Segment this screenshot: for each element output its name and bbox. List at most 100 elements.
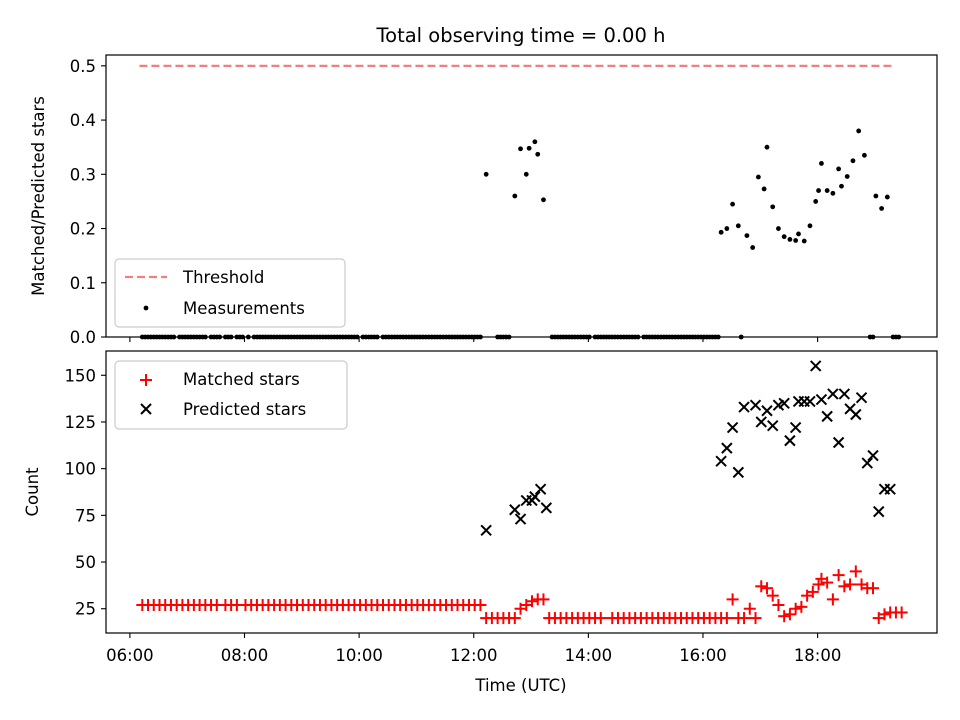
predicted-star-marker-b [827, 388, 839, 400]
predicted-star-marker [827, 388, 839, 400]
predicted-star-marker [749, 399, 762, 411]
measurement-point [884, 194, 890, 200]
measurement-point [824, 188, 830, 193]
counts-y-tick-label: 50 [75, 553, 96, 572]
matched-star-marker [766, 589, 779, 602]
x-tick-label: 12:00 [450, 646, 498, 665]
measurement-point [750, 245, 756, 250]
matched-star-marker [726, 593, 739, 606]
predicted-star-marker [838, 388, 851, 400]
ratio-y-tick-label: 0.3 [70, 165, 96, 184]
matched-star-marker [778, 610, 791, 623]
predicted-star-marker [721, 442, 733, 454]
predicted-star-marker-b [804, 395, 816, 408]
matched-star-marker [867, 582, 880, 595]
matched-star-marker [844, 578, 857, 591]
measurement-point [730, 201, 735, 207]
predicted-star-marker-b [715, 455, 727, 467]
measurement-point [761, 186, 767, 192]
measurement-point [541, 197, 546, 203]
predicted-star-marker [809, 360, 822, 372]
predicted-star-marker [767, 419, 779, 432]
predicted-star-marker-b [540, 502, 553, 514]
measurement-point [844, 174, 850, 179]
measurement-point [781, 234, 787, 240]
measurement-point [770, 204, 776, 210]
predicted-star-marker-b [761, 405, 773, 417]
matched-star-marker [878, 608, 891, 621]
measurement-point [796, 231, 801, 237]
measurement-point [535, 151, 541, 157]
predicted-star-marker-b [767, 419, 779, 432]
predicted-star-marker-b [778, 397, 790, 409]
counts-y-axis-label: Count [23, 467, 42, 517]
x-tick-label: 08:00 [221, 646, 269, 665]
predicted-star-marker-b [809, 360, 822, 372]
measurement-point [724, 226, 730, 231]
predicted-star-marker [855, 391, 868, 404]
counts-legend: Matched stars Predicted stars [114, 360, 348, 430]
predicted-star-marker [850, 408, 862, 421]
ratio-y-tick-label: 0.4 [70, 111, 96, 130]
predicted-star-marker [821, 410, 833, 423]
ratio-x-ticks [129, 337, 819, 342]
predicted-star-marker [755, 416, 767, 428]
measurement-point [744, 233, 750, 238]
measurement-point [807, 223, 813, 229]
matched-star-marker [832, 569, 845, 582]
matched-star-marker [760, 582, 773, 595]
predicted-star-marker-b [514, 513, 527, 525]
predicted-star-marker [778, 397, 790, 409]
ratio-axes-frame [105, 54, 938, 338]
measurement-point [856, 128, 862, 134]
measurement-point [850, 158, 856, 164]
measurement-point [518, 146, 523, 152]
legend-measurements-label: Measurements [183, 299, 305, 318]
predicted-star-marker-b [749, 399, 762, 411]
legend-threshold-label: Threshold [182, 268, 264, 287]
counts-y-tick-label: 100 [65, 460, 97, 479]
measurement-point [787, 236, 793, 242]
predicted-star-marker [873, 505, 885, 518]
measurement-point [813, 199, 819, 204]
predicted-star-marker-b [509, 504, 521, 516]
ratio-y-ticks: 0.0 0.1 0.2 0.3 0.4 0.5 [70, 57, 106, 347]
matched-star-marker [526, 595, 539, 608]
predicted-star-marker [540, 502, 553, 514]
matched-star-marker [738, 612, 751, 625]
predicted-star-marker [761, 405, 773, 417]
predicted-star-marker-b [844, 403, 856, 415]
predicted-star-marker-b [815, 393, 828, 406]
predicted-star-marker-b [534, 483, 547, 495]
predicted-star-marker-b [861, 457, 873, 469]
predicted-star-marker-b [821, 410, 833, 423]
legend-matched-label: Matched stars [183, 370, 300, 389]
predicted-star-marker-b [855, 391, 868, 404]
predicted-star-marker-b [738, 401, 750, 413]
measurement-point [836, 166, 842, 172]
predicted-star-marker-b [721, 442, 733, 454]
predicted-star-marker [732, 466, 745, 479]
matched-star-marker [508, 612, 521, 625]
predicted-star-marker-b [529, 490, 541, 503]
predicted-star-marker [514, 513, 527, 525]
ratio-y-tick-label: 0.5 [70, 57, 96, 76]
ratio-y-axis-label: Matched/Predicted stars [29, 96, 48, 296]
predicted-star-marker [884, 483, 896, 495]
predicted-star-marker-b [784, 434, 796, 447]
predicted-star-marker [738, 401, 750, 413]
measurement-point [793, 238, 799, 243]
matched-star-marker [743, 602, 756, 615]
measurement-point [755, 174, 761, 180]
measurement-point [862, 152, 867, 158]
predicted-star-marker-b [755, 416, 767, 428]
matched-star-marker [720, 612, 733, 625]
measurement-point [735, 223, 741, 229]
counts-x-ticks: 06:00 08:00 10:00 12:00 14:00 16:00 18:00 [106, 633, 841, 665]
ratio-y-tick-label: 0.0 [70, 328, 96, 347]
predicted-star-marker [529, 490, 541, 503]
matched-star-marker [594, 612, 607, 625]
measurement-point [879, 206, 884, 211]
measurement-point [830, 190, 836, 196]
